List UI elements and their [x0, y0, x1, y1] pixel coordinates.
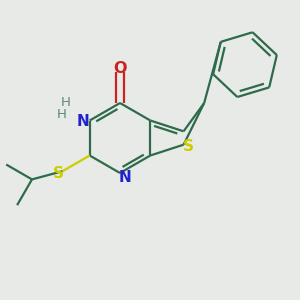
Text: H: H — [57, 109, 66, 122]
Text: H: H — [61, 95, 70, 109]
Text: S: S — [53, 166, 64, 181]
Text: S: S — [183, 139, 194, 154]
Text: N: N — [118, 170, 131, 185]
Text: N: N — [76, 114, 89, 129]
Text: O: O — [113, 61, 127, 76]
